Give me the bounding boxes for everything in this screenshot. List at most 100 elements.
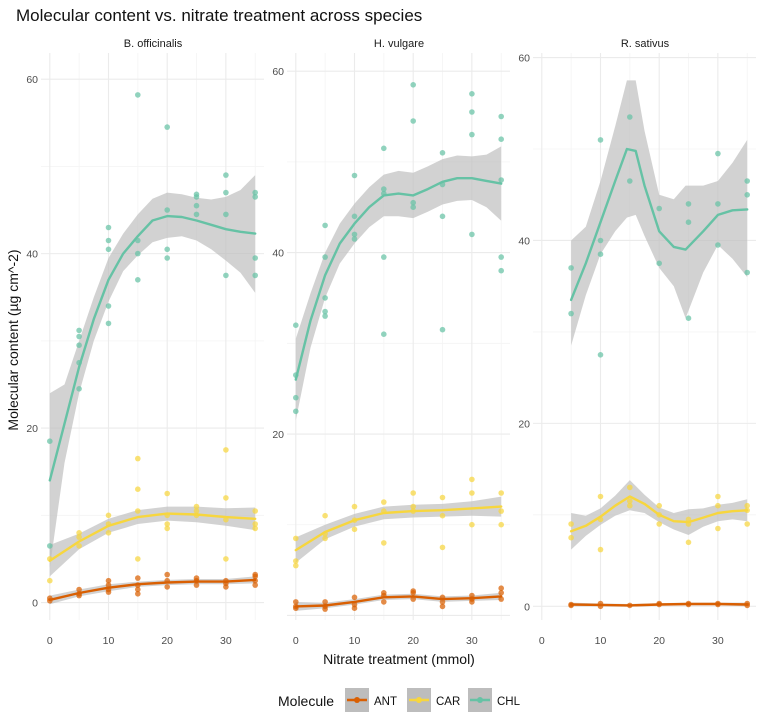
point-chl	[193, 202, 200, 209]
point-chl	[656, 260, 662, 267]
legend-label-chl: CHL	[497, 696, 521, 708]
point-car	[498, 490, 505, 496]
point-chl	[685, 219, 692, 225]
point-chl	[76, 342, 82, 349]
point-ant	[439, 599, 446, 605]
ribbons	[49, 175, 256, 605]
smooth-lines	[569, 147, 749, 607]
x-tick-label: 10	[103, 635, 115, 647]
point-car	[439, 544, 446, 551]
point-chl	[164, 255, 170, 261]
x-tick-label: 0	[293, 635, 299, 647]
confidence-band-ant	[49, 576, 256, 605]
panel-title: R. sativus	[621, 38, 670, 50]
smooth-line-car	[569, 495, 749, 533]
point-chl	[439, 326, 446, 333]
point-ant	[76, 586, 82, 593]
point-chl	[135, 92, 141, 98]
legend-key-dot	[416, 697, 422, 703]
point-car	[410, 503, 417, 510]
confidence-band-car	[49, 506, 256, 577]
y-tick-labels: 0 20 40 60	[26, 74, 38, 609]
point-car	[252, 521, 258, 527]
point-car	[47, 577, 53, 584]
point-chl	[351, 172, 358, 179]
point-car	[252, 508, 258, 514]
point-ant	[135, 586, 141, 593]
point-car	[410, 490, 417, 496]
point-car	[293, 535, 299, 542]
point-chl	[351, 236, 358, 242]
x-tick-label: 30	[712, 635, 724, 647]
smooth-line-chl	[569, 147, 749, 302]
point-chl	[597, 237, 604, 244]
point-car	[223, 447, 229, 453]
point-car	[164, 521, 170, 527]
point-chl	[322, 313, 328, 319]
x-tick-label: 10	[349, 635, 361, 647]
point-car	[193, 503, 200, 510]
point-chl	[47, 438, 53, 445]
panel-b-officinalis: B. officinalis 0 20 40 60 0 10 20 30	[26, 38, 264, 647]
point-car	[351, 503, 358, 510]
point-chl	[410, 199, 417, 206]
panel-title: H. vulgare	[374, 38, 424, 50]
point-chl	[105, 237, 112, 244]
point-chl	[498, 136, 505, 142]
point-ant	[410, 590, 417, 596]
point-car	[252, 525, 258, 532]
point-chl	[410, 82, 417, 88]
point-car	[76, 534, 82, 540]
y-tick-label: 0	[32, 598, 38, 610]
point-car	[381, 540, 387, 546]
point-car	[164, 490, 170, 497]
point-chl	[685, 201, 692, 207]
point-chl	[164, 124, 170, 130]
x-axis-title: Nitrate treatment (mmol)	[323, 651, 475, 667]
point-car	[76, 530, 82, 536]
point-car	[105, 530, 112, 536]
confidence-band-chl	[49, 175, 256, 568]
y-tick-label: 0	[524, 601, 530, 613]
point-chl	[351, 231, 358, 238]
point-ant	[193, 582, 200, 588]
point-ant	[322, 606, 328, 612]
point-chl	[76, 327, 82, 334]
smooth-lines	[294, 176, 503, 608]
point-car	[498, 508, 505, 514]
point-car	[76, 543, 82, 549]
point-ant	[498, 590, 505, 596]
point-chl	[498, 254, 505, 260]
point-chl	[223, 211, 229, 218]
point-car	[568, 521, 574, 527]
point-chl	[627, 178, 633, 184]
x-tick-labels: 0 10 20 30	[47, 635, 232, 647]
point-chl	[223, 172, 229, 178]
point-chl	[293, 322, 299, 329]
point-car	[627, 498, 633, 504]
legend-key-ant	[345, 688, 369, 712]
panel-h-vulgare: H. vulgare 20 40 60 0 10 20 30	[272, 38, 510, 647]
point-chl	[656, 205, 662, 212]
point-car	[469, 490, 475, 496]
point-chl	[685, 315, 692, 322]
point-car	[715, 502, 721, 509]
point-car	[135, 556, 141, 562]
point-chl	[223, 272, 229, 279]
x-tick-label: 20	[407, 635, 419, 647]
point-ant	[193, 575, 200, 581]
smooth-lines	[48, 214, 257, 602]
point-chl	[410, 204, 417, 210]
point-car	[351, 526, 358, 533]
point-chl	[439, 150, 446, 156]
point-car	[627, 502, 633, 509]
point-chl	[322, 222, 328, 229]
point-chl	[164, 207, 170, 213]
y-tick-label: 40	[272, 248, 284, 260]
point-chl	[223, 189, 229, 196]
point-chl	[322, 254, 328, 260]
point-chl	[252, 255, 258, 261]
smooth-line-car	[294, 505, 503, 552]
point-chl	[252, 189, 258, 196]
